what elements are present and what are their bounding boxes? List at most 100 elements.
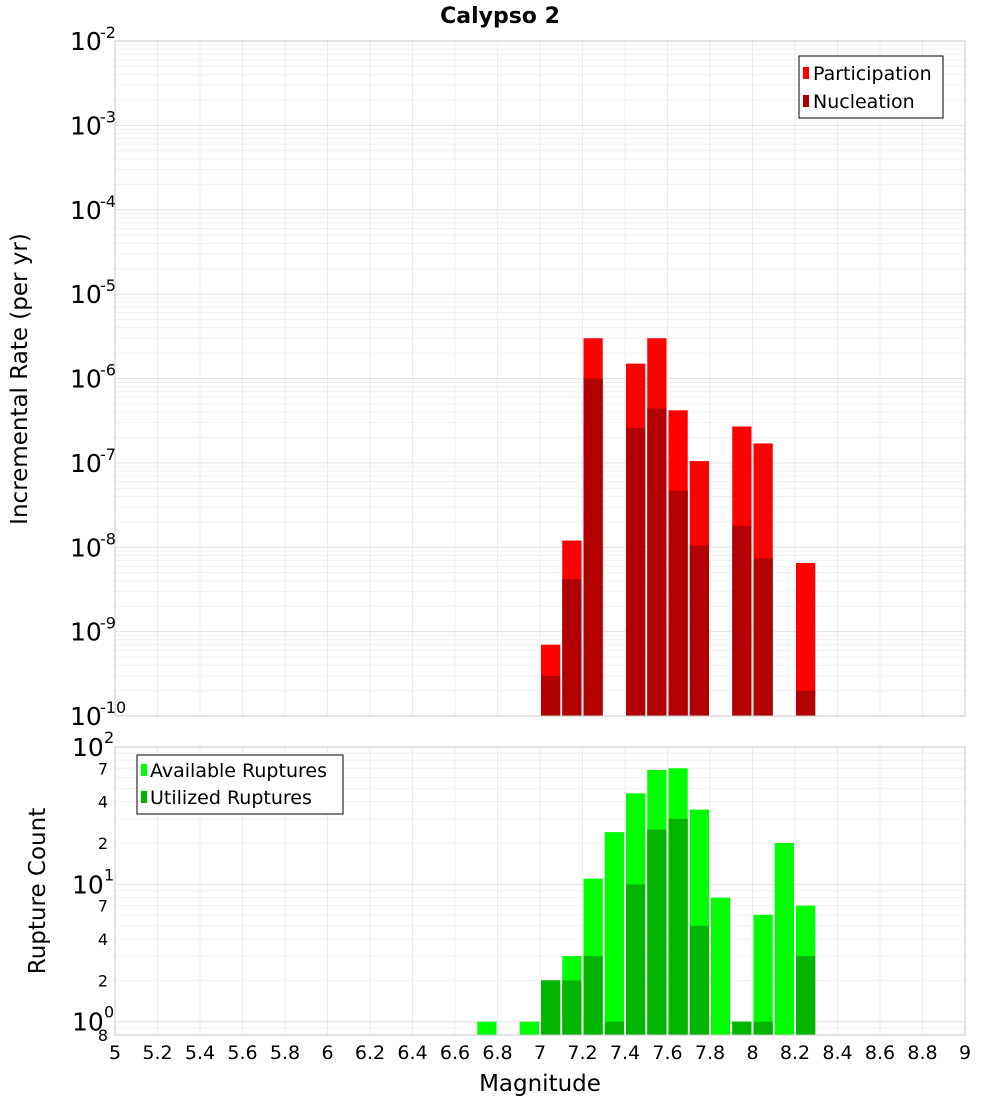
bottom-bars (477, 768, 816, 1035)
top-y-tick-label: 10 (70, 702, 102, 731)
x-tick-label: 7.6 (652, 1042, 682, 1064)
bottom-plot-border (114, 746, 966, 1036)
top-bars (541, 338, 816, 716)
bottom-legend: Available Ruptures Utilized Ruptures (136, 754, 344, 815)
bar-participation (796, 563, 816, 716)
legend-label-participation: Participation (813, 63, 932, 85)
x-tick-label: 8 (746, 1042, 758, 1064)
top-y-tick-exponent: -10 (100, 698, 126, 717)
x-tick-label: 8.6 (865, 1042, 895, 1064)
x-tick-label: 5.6 (227, 1042, 257, 1064)
bottom-y-tick-minor: 7 (98, 897, 108, 916)
bar-available (604, 832, 624, 1035)
bottom-y-tick-minor: 8 (98, 1026, 108, 1045)
top-y-tick-label: 10 (70, 365, 102, 394)
x-axis-label: Magnitude (479, 1071, 601, 1097)
bar-utilized (626, 884, 646, 1035)
bottom-grid (114, 747, 966, 1036)
x-tick-label: 7.2 (567, 1042, 597, 1064)
bar-utilized (668, 818, 688, 1035)
bottom-y-tick-minor: 4 (98, 930, 108, 949)
x-tick-label: 5.8 (270, 1042, 300, 1064)
bar-nucleation (583, 378, 603, 716)
x-tick-label: 7.8 (695, 1042, 725, 1064)
bar-available (711, 897, 731, 1035)
top-legend-box (798, 55, 944, 119)
top-y-tick-label: 10 (70, 196, 102, 225)
x-tick-label: 5.4 (185, 1042, 215, 1064)
x-tick-label: 6.2 (355, 1042, 385, 1064)
bar-utilized (541, 980, 561, 1035)
bottom-y-tick-minor: 2 (98, 971, 108, 990)
bar-nucleation (732, 525, 752, 716)
bar-nucleation (562, 579, 582, 716)
top-y-tick-label: 10 (70, 533, 102, 562)
bar-utilized (604, 1021, 624, 1035)
top-y-tick-label: 10 (70, 111, 102, 140)
bottom-legend-box (136, 754, 344, 815)
top-y-tick-label: 10 (70, 618, 102, 647)
bar-nucleation (541, 675, 561, 716)
bottom-y-tick-label: 10 (72, 733, 104, 762)
top-y-ticks: 10-210-310-410-510-610-710-810-910-10 (70, 23, 126, 731)
bar-utilized (689, 925, 709, 1035)
top-y-tick-exponent: -2 (100, 23, 116, 42)
legend-label-utilized: Utilized Ruptures (150, 787, 312, 809)
x-tick-label: 9 (959, 1042, 971, 1064)
bottom-y-axis-label: Rupture Count (25, 808, 51, 974)
legend-swatch-utilized (141, 791, 147, 803)
bar-utilized (753, 1021, 773, 1035)
legend-label-available: Available Ruptures (150, 760, 327, 782)
top-y-tick-exponent: -5 (100, 276, 116, 295)
top-grid (114, 41, 966, 717)
bottom-y-tick-minor: 4 (98, 793, 108, 812)
bar-nucleation (668, 490, 688, 716)
legend-label-nucleation: Nucleation (813, 91, 915, 113)
x-tick-label: 6.6 (440, 1042, 470, 1064)
bottom-y-tick-exponent: 1 (104, 865, 114, 884)
bottom-y-tick-exponent: 0 (104, 1003, 114, 1022)
bar-nucleation (796, 690, 816, 716)
legend-swatch-participation (803, 67, 809, 79)
top-y-tick-exponent: -6 (100, 361, 116, 380)
bar-nucleation (647, 408, 667, 716)
top-y-tick-label: 10 (70, 27, 102, 56)
top-y-tick-exponent: -7 (100, 445, 116, 464)
x-tick-label: 5.2 (142, 1042, 172, 1064)
top-y-tick-label: 10 (70, 449, 102, 478)
bar-utilized (732, 1021, 752, 1035)
x-tick-label: 8.4 (822, 1042, 852, 1064)
bar-utilized (562, 980, 582, 1035)
bar-available (774, 843, 794, 1035)
bottom-y-tick-label: 10 (72, 870, 104, 899)
x-tick-label: 5 (109, 1042, 121, 1064)
bar-available (753, 914, 773, 1035)
legend-swatch-nucleation (803, 95, 809, 107)
top-y-tick-exponent: -3 (100, 107, 116, 126)
x-tick-label: 6 (321, 1042, 333, 1064)
x-tick-label: 6.4 (397, 1042, 427, 1064)
x-tick-label: 8.8 (907, 1042, 937, 1064)
top-y-tick-exponent: -9 (100, 614, 116, 633)
bar-nucleation (626, 427, 646, 716)
bottom-y-tick-label: 10 (72, 1008, 104, 1037)
bar-available (519, 1021, 539, 1035)
top-y-tick-label: 10 (70, 280, 102, 309)
x-tick-label: 6.8 (482, 1042, 512, 1064)
x-tick-label: 8.2 (780, 1042, 810, 1064)
bottom-y-tick-exponent: 2 (104, 728, 114, 747)
top-panel: 10-210-310-410-510-610-710-810-910-10 In… (7, 23, 966, 731)
bar-nucleation (753, 558, 773, 716)
bar-utilized (796, 956, 816, 1035)
legend-swatch-available (141, 764, 147, 776)
bar-nucleation (689, 545, 709, 716)
top-plot-border (114, 40, 966, 717)
x-tick-label: 7 (534, 1042, 546, 1064)
bottom-y-tick-minor: 7 (98, 759, 108, 778)
bottom-y-tick-minor: 2 (98, 834, 108, 853)
top-y-tick-exponent: -8 (100, 529, 116, 548)
top-y-axis-label: Incremental Rate (per yr) (7, 233, 33, 525)
